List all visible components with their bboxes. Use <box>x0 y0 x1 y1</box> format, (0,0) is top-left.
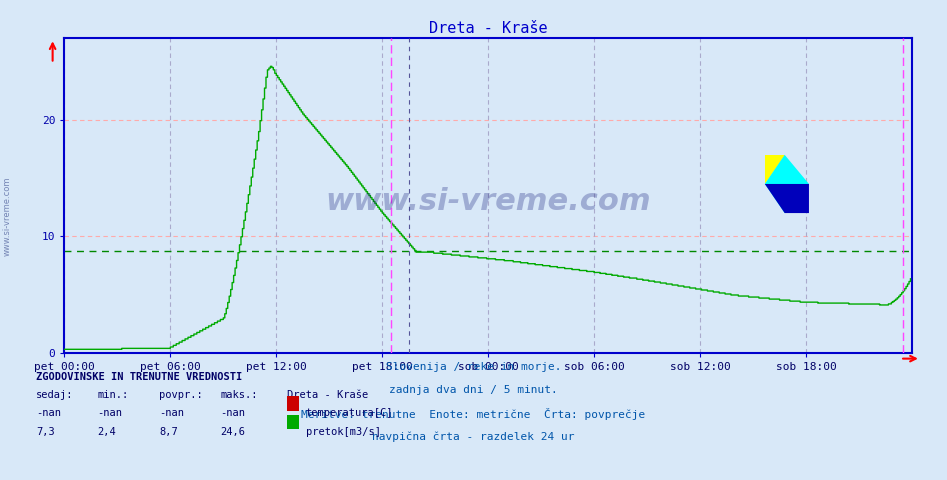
Text: sedaj:: sedaj: <box>36 390 74 400</box>
Text: -nan: -nan <box>98 408 122 419</box>
Title: Dreta - Kraše: Dreta - Kraše <box>429 21 547 36</box>
Text: 8,7: 8,7 <box>159 427 178 437</box>
Text: -nan: -nan <box>36 408 61 419</box>
Text: 24,6: 24,6 <box>221 427 245 437</box>
Text: Dreta - Kraše: Dreta - Kraše <box>287 390 368 400</box>
Text: pretok[m3/s]: pretok[m3/s] <box>306 427 381 437</box>
Polygon shape <box>765 155 809 213</box>
Text: www.si-vreme.com: www.si-vreme.com <box>3 176 12 256</box>
Polygon shape <box>765 155 785 184</box>
Text: www.si-vreme.com: www.si-vreme.com <box>326 187 651 216</box>
Text: 7,3: 7,3 <box>36 427 55 437</box>
Text: povpr.:: povpr.: <box>159 390 203 400</box>
Text: temperatura[C]: temperatura[C] <box>306 408 393 419</box>
Text: ZGODOVINSKE IN TRENUTNE VREDNOSTI: ZGODOVINSKE IN TRENUTNE VREDNOSTI <box>36 372 242 382</box>
Text: 2,4: 2,4 <box>98 427 116 437</box>
Text: -nan: -nan <box>221 408 245 419</box>
Polygon shape <box>765 184 809 213</box>
Text: zadnja dva dni / 5 minut.: zadnja dva dni / 5 minut. <box>389 385 558 396</box>
Text: Meritve: trenutne  Enote: metrične  Črta: povprečje: Meritve: trenutne Enote: metrične Črta: … <box>301 408 646 420</box>
Text: min.:: min.: <box>98 390 129 400</box>
Text: navpična črta - razdelek 24 ur: navpična črta - razdelek 24 ur <box>372 432 575 442</box>
Text: -nan: -nan <box>159 408 184 419</box>
Text: maks.:: maks.: <box>221 390 259 400</box>
Text: Slovenija / reke in morje.: Slovenija / reke in morje. <box>385 362 562 372</box>
